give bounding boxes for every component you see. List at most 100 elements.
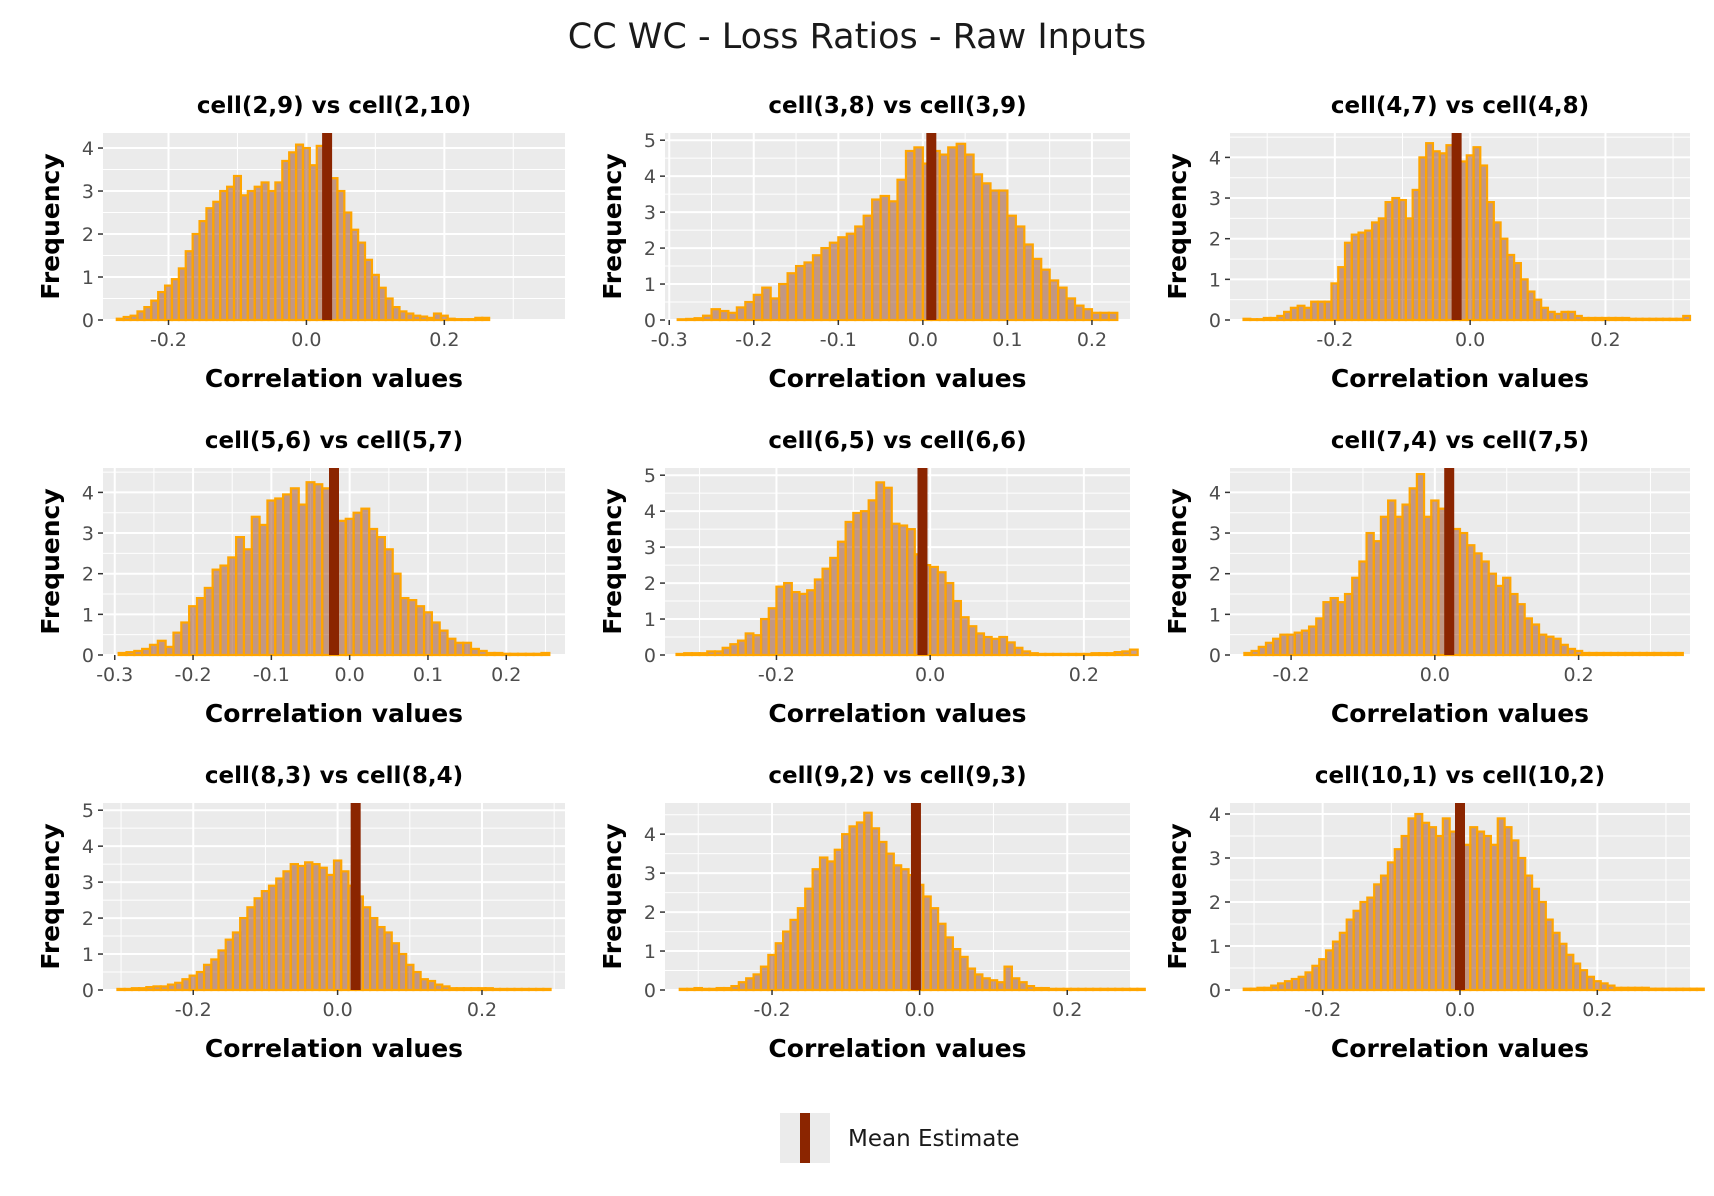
panel-5-bar: [1044, 652, 1055, 657]
panel-8-bar: [789, 918, 799, 992]
panel-2-bar: [794, 264, 806, 322]
panel-2-bar: [1057, 286, 1068, 322]
panel-5-bar: [890, 522, 901, 657]
panel-2-bar: [693, 317, 705, 322]
panel-2-y-tick-label: 0: [644, 310, 656, 332]
panel-4-bar: [360, 507, 371, 657]
panel-6-y-axis-title: Frequency: [1163, 488, 1192, 634]
panel-8-bar: [1010, 977, 1021, 992]
panel-2-bar: [820, 246, 831, 322]
panel-5-bar: [1098, 652, 1109, 657]
panel-8-bar: [752, 973, 763, 992]
panel-9-y-tick-label: 1: [1209, 936, 1221, 958]
panel-6-x-tick-label: 0.0: [1420, 664, 1450, 686]
panel-5-bar: [1113, 651, 1124, 657]
panel-2-y-tick-label: 4: [644, 166, 656, 188]
panel-4-bar: [141, 647, 152, 657]
panel-4-bar: [446, 637, 457, 657]
panel-9-x-axis-title: Correlation values: [1331, 1034, 1589, 1063]
panel-8-bar: [1121, 987, 1132, 992]
panel-5: -0.2 0.0 0.2 0 1 2 3 4 5 cell(6,5) vs cell(6,6) Co…: [598, 428, 1139, 728]
panel-8-bar: [973, 973, 984, 992]
panel-5-bar: [675, 652, 686, 657]
panel-4-y-tick-label: 4: [82, 482, 94, 504]
panel-5-bar: [944, 581, 955, 657]
panel-2-bar: [1099, 311, 1110, 322]
panel-1-x-tick-label: -0.2: [150, 329, 187, 351]
panel-4-bar: [313, 483, 324, 657]
panel-5-bar: [1052, 652, 1062, 657]
panel-3-x-tick-label: 0.2: [1590, 329, 1620, 351]
panel-8-bar: [774, 942, 785, 992]
panel-4-bar: [297, 503, 308, 657]
panel-5-y-tick-label: 1: [644, 609, 656, 631]
panel-2-bar: [1040, 268, 1051, 322]
panel-2-bar: [778, 282, 789, 322]
panel-8-bar: [730, 985, 740, 992]
panel-5-bar: [1005, 641, 1016, 657]
panel-6-title: cell(7,4) vs cell(7,5): [1331, 428, 1589, 454]
panel-5-bar: [713, 650, 724, 657]
panel-7-bar: [542, 987, 552, 992]
panel-8-bar: [1003, 965, 1014, 992]
panel-3-y-tick-label: 1: [1209, 269, 1221, 291]
panel-8-bar: [1091, 987, 1102, 992]
panel-2-x-tick-label: 0.0: [908, 329, 938, 351]
panel-4-bar: [540, 651, 551, 657]
panel-2-bar: [964, 153, 975, 322]
panel-5-bar: [813, 578, 824, 657]
panel-2-bar: [803, 261, 815, 322]
panel-4-bar: [172, 631, 183, 657]
panel-8-bar: [959, 955, 969, 992]
panel-5-bar: [690, 652, 701, 657]
panel-5-bar: [829, 556, 840, 657]
panel-5-bar: [1082, 652, 1093, 657]
panel-5-bar: [859, 510, 870, 657]
panel-8-bar: [1032, 986, 1043, 992]
panel-4-bar: [454, 641, 465, 657]
panel-8-bar: [1025, 985, 1036, 992]
panel-2-x-tick-label: -0.3: [651, 329, 688, 351]
panel-8-bar: [1069, 987, 1080, 992]
panel-1-y-tick-label: 2: [82, 224, 94, 246]
panel-2-bar: [904, 149, 916, 322]
panel-4-x-tick-label: 0.0: [335, 664, 365, 686]
panel-7-x-tick-label: 0.0: [323, 999, 353, 1021]
panel-2-x-tick-label: 0.1: [992, 329, 1022, 351]
panel-2-title: cell(3,8) vs cell(3,9): [768, 93, 1026, 119]
panel-8-bar: [1018, 981, 1028, 992]
panel-5-bar: [1090, 652, 1101, 657]
panel-9: -0.2 0.0 0.2 0 1 2 3 4 cell(10,1) vs cell(10,2) C…: [1163, 763, 1705, 1063]
panel-2: -0.3 -0.2 -0.1 0.0 0.1 0.2 0 1 2 3 4 5 cell(3,8) vs …: [598, 93, 1130, 393]
panel-8-bar: [804, 887, 814, 992]
panel-4-bar: [282, 493, 293, 657]
panel-9-title: cell(10,1) vs cell(10,2): [1315, 763, 1605, 789]
panel-3-y-tick-label: 0: [1209, 310, 1221, 332]
panel-2-bar: [786, 272, 798, 322]
panel-4-x-tick-label: 0.1: [413, 664, 443, 686]
panel-5-x-tick-label: 0.0: [915, 664, 945, 686]
panel-5-bar: [852, 511, 863, 657]
panel-8-y-axis-title: Frequency: [598, 823, 627, 969]
panel-3-bar: [1682, 314, 1692, 322]
panel-9-x-tick-label: -0.2: [1304, 999, 1341, 1021]
panel-4-bar: [407, 599, 418, 657]
panel-5-bar: [875, 481, 886, 657]
panel-5-bar: [752, 634, 763, 657]
panel-9-y-tick-label: 3: [1209, 848, 1221, 870]
panel-5-bar: [1013, 646, 1024, 657]
panel-5-y-tick-label: 2: [644, 573, 656, 595]
panel-4-bar: [156, 639, 167, 657]
panel-8-bar: [1062, 987, 1073, 992]
panel-2-x-tick-label: -0.2: [735, 329, 772, 351]
panel-4-bar: [250, 515, 261, 657]
panel-6-y-tick-label: 1: [1209, 604, 1221, 626]
panel-9-y-tick-label: 0: [1209, 980, 1221, 1002]
panel-4-bar: [305, 481, 316, 657]
panel-1-y-tick-label: 4: [82, 138, 94, 160]
panel-5-bar: [775, 585, 786, 657]
panel-4-bar: [383, 548, 394, 657]
panel-9-bar: [1695, 987, 1705, 992]
panel-6-mean-line: [1444, 468, 1455, 655]
